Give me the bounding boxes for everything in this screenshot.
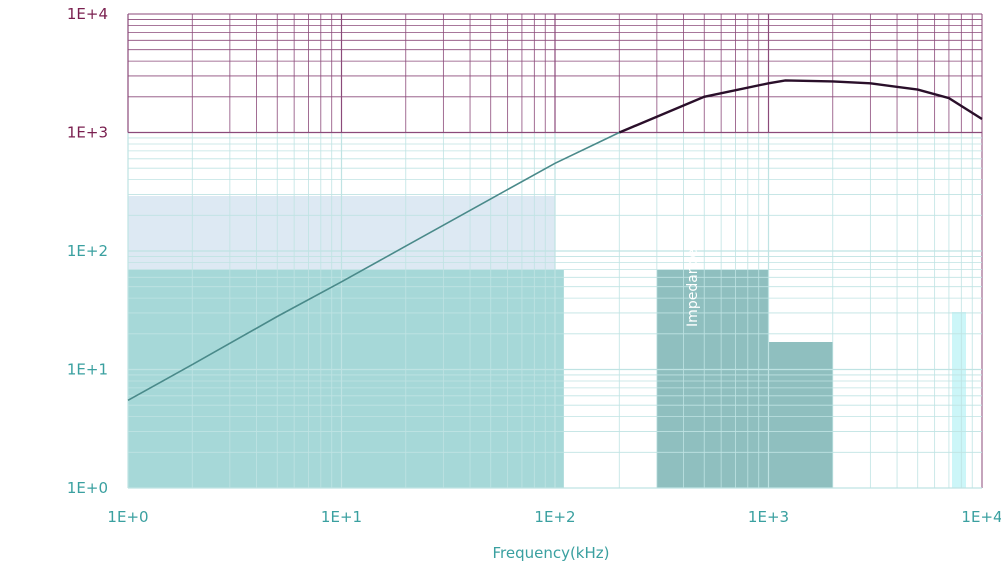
x-tick-labels: 1E+0 1E+1 1E+2 1E+3 1E+4 [107, 508, 1001, 526]
fill-block [952, 312, 966, 488]
series-line [618, 79, 983, 134]
series-layer [127, 79, 983, 401]
y-tick-label: 1E+3 [67, 124, 108, 142]
y-tick-label: 1E+0 [67, 479, 108, 497]
x-tick-label: 1E+3 [748, 508, 789, 526]
x-tick-label: 1E+4 [961, 508, 1001, 526]
y-tick-label: 1E+4 [67, 5, 108, 23]
background-blocks [128, 196, 966, 488]
series-line [127, 131, 620, 401]
grid [127, 13, 983, 489]
y-tick-labels: 1E+0 1E+1 1E+2 1E+3 1E+4 [67, 5, 108, 497]
x-tick-label: 1E+1 [321, 508, 362, 526]
x-tick-label: 1E+2 [534, 508, 575, 526]
x-tick-label: 1E+0 [107, 508, 148, 526]
y-axis-label: Impedance [685, 249, 701, 327]
x-axis-label: Frequency(kHz) [492, 544, 609, 562]
fill-block [768, 342, 833, 488]
fill-block [656, 270, 769, 488]
fill-block [128, 270, 564, 488]
y-tick-label: 1E+2 [67, 242, 108, 260]
y-tick-label: 1E+1 [67, 361, 108, 379]
